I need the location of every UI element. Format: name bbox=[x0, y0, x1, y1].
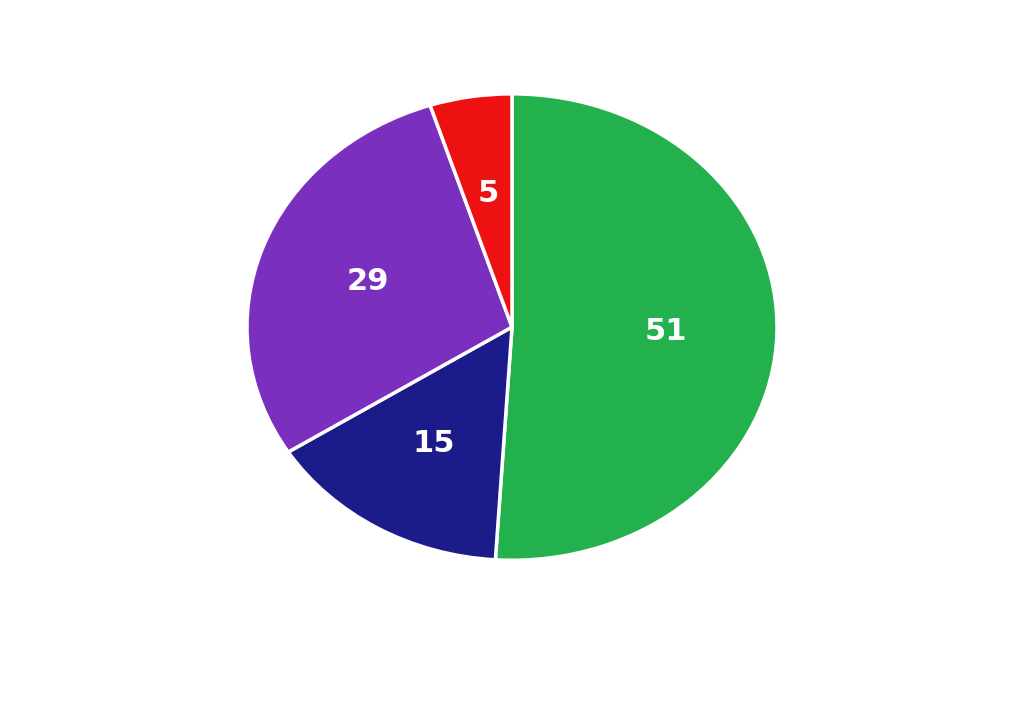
Text: 29: 29 bbox=[346, 267, 389, 296]
Text: 51: 51 bbox=[644, 317, 687, 346]
Wedge shape bbox=[430, 94, 512, 327]
Wedge shape bbox=[496, 94, 777, 560]
Wedge shape bbox=[288, 327, 512, 560]
Wedge shape bbox=[247, 105, 512, 452]
Text: 15: 15 bbox=[413, 429, 455, 458]
Text: 5: 5 bbox=[477, 179, 499, 208]
